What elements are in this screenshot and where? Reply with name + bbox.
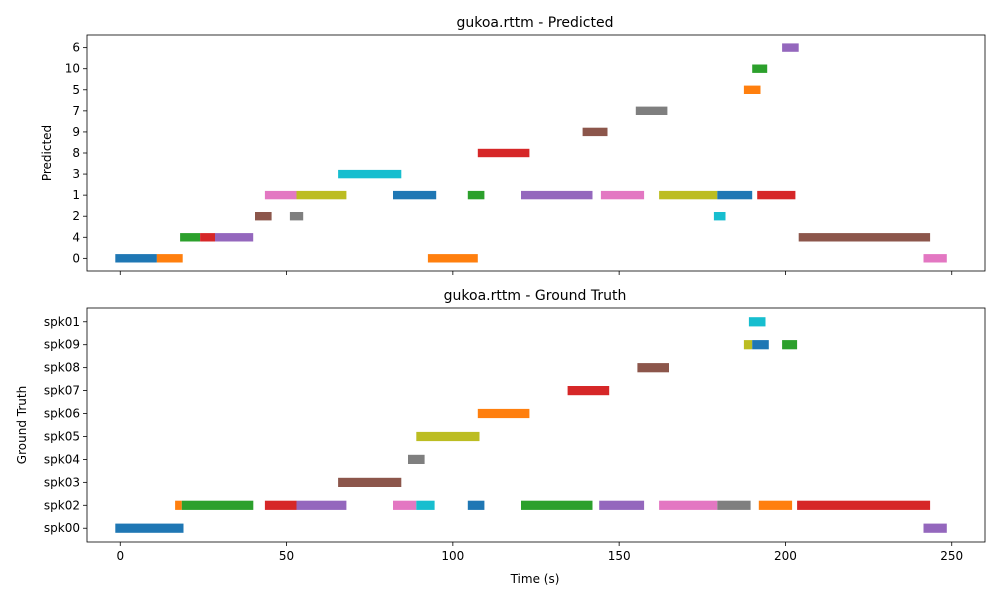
ground-truth-segment-bar xyxy=(923,523,947,533)
predicted-ytick-label: 2 xyxy=(72,209,80,223)
ground-truth-segment-bar xyxy=(717,500,751,510)
ground-truth-panel: gukoa.rttm - Ground Truth Ground Truth s… xyxy=(15,288,986,586)
ground-truth-segment-bar xyxy=(782,340,798,350)
ground-truth-segment-bar xyxy=(748,317,766,327)
ground-truth-segment-bar xyxy=(175,500,182,510)
ground-truth-segments xyxy=(115,317,947,533)
predicted-ytick-label: 3 xyxy=(72,167,80,181)
ground-truth-ytick-label: spk09 xyxy=(44,338,80,352)
ground-truth-segment-bar xyxy=(296,500,347,510)
ground-truth-segment-bar xyxy=(659,500,718,510)
ground-truth-xtick-label: 200 xyxy=(774,549,797,563)
ground-truth-segment-bar xyxy=(599,500,645,510)
predicted-segment-bar xyxy=(923,254,947,263)
predicted-plot-frame xyxy=(86,34,986,272)
ground-truth-segment-bar xyxy=(115,523,184,533)
predicted-segment-bar xyxy=(752,64,768,73)
ground-truth-segment-bar xyxy=(758,500,793,510)
predicted-ylabel: Predicted xyxy=(40,125,54,181)
ground-truth-segment-bar xyxy=(467,500,485,510)
predicted-segment-bar xyxy=(467,190,485,200)
ground-truth-ytick-label: spk06 xyxy=(44,407,80,421)
predicted-ytick-label: 1 xyxy=(72,188,80,202)
predicted-segment-bar xyxy=(757,190,796,200)
ground-truth-segment-bar xyxy=(743,340,753,350)
predicted-segment-bar xyxy=(338,169,402,179)
predicted-segment-bar xyxy=(255,212,272,221)
ground-truth-segment-bar xyxy=(264,500,297,510)
ground-truth-ytick-label: spk01 xyxy=(44,315,80,329)
ground-truth-segment-bar xyxy=(797,500,931,510)
predicted-segment-bar xyxy=(393,190,437,200)
predicted-xticks xyxy=(119,271,953,275)
ground-truth-segment-bar xyxy=(338,477,402,487)
predicted-title: gukoa.rttm - Predicted xyxy=(456,15,613,31)
ground-truth-ytick-label: spk08 xyxy=(44,361,80,375)
predicted-segment-bar xyxy=(156,254,183,263)
ground-truth-segment-bar xyxy=(393,500,417,510)
predicted-segment-bar xyxy=(180,233,201,242)
predicted-segment-bar xyxy=(296,190,347,200)
ground-truth-segment-bar xyxy=(477,408,530,419)
predicted-segment-bar xyxy=(600,190,645,200)
predicted-segment-bar xyxy=(115,254,157,263)
predicted-segment-bar xyxy=(582,127,608,137)
predicted-segment-bar xyxy=(713,212,726,221)
predicted-ytick-label: 9 xyxy=(72,125,80,139)
predicted-segments xyxy=(115,43,947,263)
predicted-segment-bar xyxy=(427,254,478,263)
ground-truth-segment-bar xyxy=(752,340,769,350)
predicted-segment-bar xyxy=(521,190,593,200)
ground-truth-ytick-label: spk00 xyxy=(44,521,80,535)
ground-truth-plot-frame xyxy=(86,307,986,543)
predicted-ytick-label: 4 xyxy=(72,230,80,244)
ground-truth-segment-bar xyxy=(181,500,254,510)
ground-truth-ytick-label: spk04 xyxy=(44,452,80,466)
predicted-panel: gukoa.rttm - Predicted Predicted 0 4 2 1 3 8 9… xyxy=(40,15,986,275)
ground-truth-segment-bar xyxy=(416,431,480,442)
predicted-ytick-label: 0 xyxy=(72,251,80,265)
predicted-segment-bar xyxy=(717,190,753,200)
predicted-segment-bar xyxy=(782,43,799,52)
ground-truth-segment-bar xyxy=(408,454,425,464)
ground-truth-segment-bar xyxy=(637,363,669,373)
predicted-segment-bar xyxy=(215,233,254,242)
predicted-yticks: 0 4 2 1 3 8 9 7 5 10 6 xyxy=(65,41,87,265)
ground-truth-xtick-label: 150 xyxy=(608,549,631,563)
ground-truth-xlabel: Time (s) xyxy=(510,572,560,586)
ground-truth-xtick-label: 250 xyxy=(940,549,963,563)
ground-truth-segment-bar xyxy=(521,500,593,510)
predicted-ytick-label: 6 xyxy=(72,41,80,55)
predicted-segment-bar xyxy=(477,148,530,158)
predicted-segment-bar xyxy=(289,212,304,221)
predicted-ytick-label: 5 xyxy=(72,83,80,97)
predicted-segment-bar xyxy=(798,233,931,242)
ground-truth-xtick-label: 0 xyxy=(116,549,124,563)
ground-truth-ytick-label: spk02 xyxy=(44,498,80,512)
ground-truth-ytick-label: spk07 xyxy=(44,384,80,398)
ground-truth-ytick-label: spk05 xyxy=(44,429,80,443)
ground-truth-xtick-label: 100 xyxy=(441,549,464,563)
ground-truth-segment-bar xyxy=(416,500,435,510)
predicted-segment-bar xyxy=(635,106,668,115)
ground-truth-xtick-label: 50 xyxy=(279,549,294,563)
predicted-segment-bar xyxy=(264,190,297,200)
predicted-ytick-label: 10 xyxy=(65,62,80,76)
predicted-segment-bar xyxy=(659,190,718,200)
ground-truth-xticks: 0 50 100 150 200 250 xyxy=(116,542,963,563)
ground-truth-ytick-label: spk03 xyxy=(44,475,80,489)
ground-truth-segment-bar xyxy=(567,386,610,396)
ground-truth-ylabel: Ground Truth xyxy=(15,386,29,464)
predicted-segment-bar xyxy=(200,233,216,242)
ground-truth-title: gukoa.rttm - Ground Truth xyxy=(444,288,627,304)
predicted-ytick-label: 8 xyxy=(72,146,80,160)
ground-truth-yticks: spk00 spk02 spk03 spk04 spk05 spk06 spk07 spk08… xyxy=(44,315,87,535)
predicted-segment-bar xyxy=(743,85,761,94)
predicted-ytick-label: 7 xyxy=(72,104,80,118)
